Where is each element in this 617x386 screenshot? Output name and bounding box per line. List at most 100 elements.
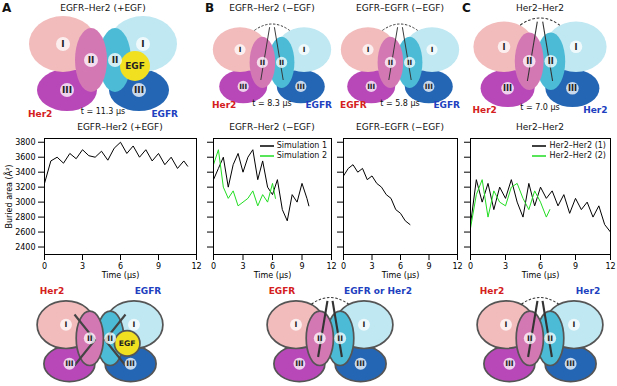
svg-text:I: I: [574, 42, 577, 52]
svg-text:3: 3: [503, 262, 508, 271]
svg-text:I: I: [573, 320, 576, 329]
svg-text:0: 0: [341, 262, 346, 271]
svg-text:I: I: [502, 42, 505, 52]
svg-text:t = 5.8 μs: t = 5.8 μs: [380, 99, 419, 108]
svg-text:I: I: [367, 45, 370, 54]
svg-text:Her2: Her2: [212, 100, 236, 110]
svg-text:3600: 3600: [15, 153, 35, 162]
svg-text:III: III: [568, 83, 577, 93]
svg-text:Her2: Her2: [473, 105, 497, 115]
svg-text:Time (μs): Time (μs): [253, 271, 292, 280]
svg-text:II: II: [548, 56, 554, 66]
svg-text:12: 12: [191, 262, 201, 271]
svg-text:III: III: [566, 359, 575, 368]
svg-text:0: 0: [42, 262, 47, 271]
svg-text:Time (μs): Time (μs): [381, 271, 420, 280]
svg-text:II: II: [279, 58, 285, 67]
svg-text:B: B: [205, 1, 214, 15]
svg-text:III: III: [356, 359, 365, 368]
svg-text:I: I: [295, 320, 298, 329]
svg-text:EGF: EGF: [125, 61, 145, 71]
svg-text:Her2: Her2: [583, 105, 607, 115]
svg-text:I: I: [141, 39, 144, 49]
svg-text:9: 9: [426, 262, 431, 271]
svg-text:I: I: [303, 45, 306, 54]
svg-text:Her2: Her2: [576, 286, 600, 296]
svg-text:Buried area (Å²): Buried area (Å²): [3, 165, 14, 229]
svg-text:A: A: [2, 1, 12, 15]
svg-text:12: 12: [452, 262, 462, 271]
svg-text:III: III: [65, 359, 74, 368]
svg-text:0: 0: [211, 262, 216, 271]
svg-text:II: II: [317, 334, 323, 343]
svg-text:2800: 2800: [15, 213, 35, 222]
svg-text:12: 12: [605, 262, 615, 271]
svg-text:EGFR–Her2 (−EGF): EGFR–Her2 (−EGF): [229, 3, 315, 13]
svg-text:II: II: [260, 58, 266, 67]
svg-text:t = 11.3 μs: t = 11.3 μs: [81, 107, 126, 116]
svg-text:III: III: [295, 359, 304, 368]
svg-text:2400: 2400: [15, 243, 35, 252]
svg-text:III: III: [126, 359, 135, 368]
svg-text:3400: 3400: [15, 168, 35, 177]
svg-text:12: 12: [326, 262, 336, 271]
svg-text:Her2: Her2: [480, 286, 504, 296]
svg-text:9: 9: [573, 262, 578, 271]
svg-text:Time (μs): Time (μs): [521, 271, 560, 280]
svg-text:III: III: [239, 82, 247, 91]
svg-text:I: I: [133, 320, 136, 329]
svg-text:III: III: [297, 82, 305, 91]
svg-text:EGF: EGF: [119, 339, 136, 348]
svg-text:I: I: [239, 45, 242, 54]
svg-text:Her2–Her2: Her2–Her2: [516, 3, 564, 13]
svg-text:3: 3: [80, 262, 85, 271]
svg-text:EGFR: EGFR: [269, 286, 296, 296]
svg-text:III: III: [425, 82, 433, 91]
svg-text:C: C: [462, 1, 471, 15]
svg-text:I: I: [61, 39, 64, 49]
svg-text:3800: 3800: [15, 138, 35, 147]
svg-text:9: 9: [299, 262, 304, 271]
svg-text:3000: 3000: [15, 198, 35, 207]
svg-text:II: II: [107, 334, 113, 343]
svg-text:EGFR–Her2 (+EGF): EGFR–Her2 (+EGF): [60, 3, 146, 13]
svg-text:III: III: [134, 85, 144, 95]
svg-text:II: II: [527, 334, 533, 343]
svg-text:EGFR: EGFR: [340, 100, 367, 110]
svg-text:EGFR: EGFR: [135, 286, 162, 296]
svg-text:II: II: [112, 55, 119, 65]
svg-text:II: II: [388, 58, 394, 67]
svg-text:II: II: [526, 56, 532, 66]
svg-text:I: I: [65, 320, 68, 329]
svg-text:I: I: [363, 320, 366, 329]
html-text:EGFR–Her2 (+EGF): EGFR–Her2 (+EGF): [77, 122, 163, 132]
svg-text:III: III: [503, 83, 512, 93]
svg-text:3: 3: [240, 262, 245, 271]
svg-text:II: II: [88, 55, 95, 65]
svg-text:Her2: Her2: [40, 286, 64, 296]
svg-text:3200: 3200: [15, 183, 35, 192]
html-text:EGFR–Her2 (−EGF): EGFR–Her2 (−EGF): [229, 122, 315, 132]
svg-text:t = 7.0 μs: t = 7.0 μs: [520, 103, 559, 112]
svg-text:EGFR: EGFR: [433, 100, 460, 110]
svg-text:t = 8.3 μs: t = 8.3 μs: [252, 99, 291, 108]
svg-text:2600: 2600: [15, 228, 35, 237]
svg-text:III: III: [62, 85, 72, 95]
svg-text:II: II: [87, 334, 93, 343]
svg-text:EGFR: EGFR: [305, 100, 332, 110]
svg-text:I: I: [431, 45, 434, 54]
svg-text:Time (μs): Time (μs): [101, 271, 140, 280]
svg-text:EGFR or Her2: EGFR or Her2: [344, 286, 412, 296]
svg-text:III: III: [367, 82, 375, 91]
svg-text:I: I: [505, 320, 508, 329]
svg-text:EGFR: EGFR: [151, 109, 178, 119]
svg-text:Her2: Her2: [28, 109, 52, 119]
svg-text:EGFR–EGFR (−EGF): EGFR–EGFR (−EGF): [356, 3, 444, 13]
svg-text:III: III: [505, 359, 514, 368]
svg-text:II: II: [407, 58, 413, 67]
svg-text:3: 3: [369, 262, 374, 271]
svg-text:II: II: [547, 334, 553, 343]
svg-text:0: 0: [468, 262, 473, 271]
svg-text:9: 9: [156, 262, 161, 271]
svg-text:II: II: [337, 334, 343, 343]
